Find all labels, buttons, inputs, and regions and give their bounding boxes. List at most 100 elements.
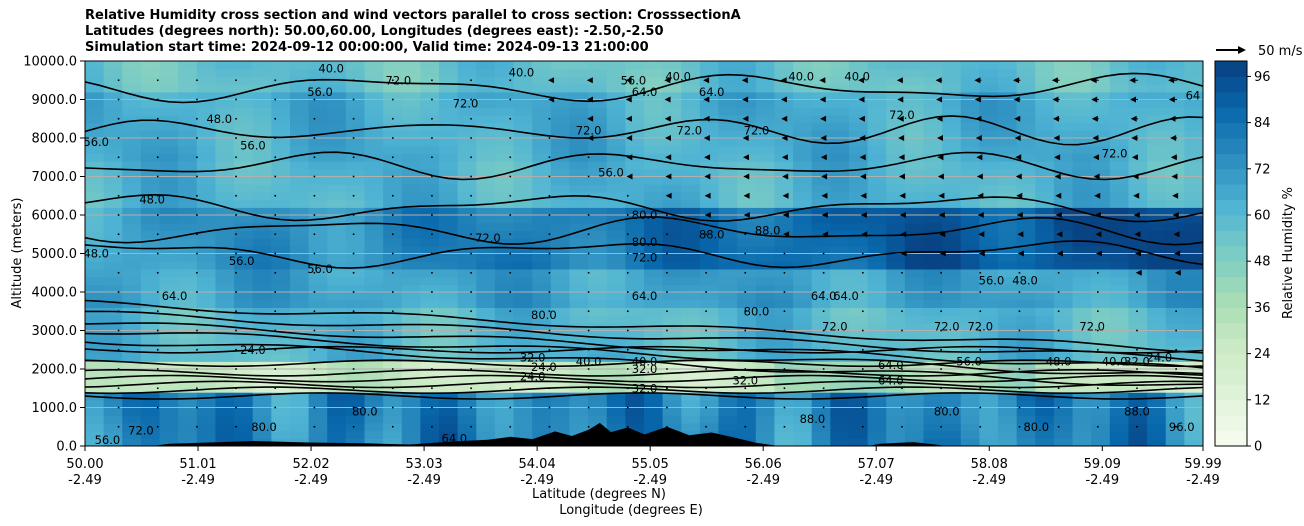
humidity-cell bbox=[178, 138, 198, 147]
humidity-cell bbox=[122, 245, 142, 255]
humidity-cell bbox=[1128, 130, 1148, 139]
humidity-cell bbox=[1109, 238, 1130, 247]
humidity-cell bbox=[140, 353, 161, 362]
humidity-cell bbox=[681, 322, 701, 332]
wind-vector bbox=[666, 271, 668, 274]
contour-label: 24.0 bbox=[240, 343, 266, 357]
wind-vector bbox=[196, 194, 198, 197]
humidity-cell bbox=[1053, 330, 1074, 339]
humidity-cell bbox=[1165, 268, 1185, 278]
humidity-cell bbox=[327, 130, 347, 139]
humidity-cell bbox=[1165, 261, 1185, 270]
humidity-cell bbox=[103, 145, 123, 154]
humidity-cell bbox=[699, 161, 720, 170]
humidity-cell bbox=[103, 215, 123, 224]
humidity-cell bbox=[1165, 238, 1185, 247]
wind-vector bbox=[666, 291, 668, 293]
wind-vector bbox=[705, 348, 707, 351]
wind-vector bbox=[742, 96, 749, 103]
humidity-cell bbox=[774, 84, 794, 93]
wind-vector bbox=[352, 425, 355, 428]
humidity-cell bbox=[644, 253, 664, 262]
humidity-cell bbox=[923, 330, 943, 339]
wind-vector bbox=[117, 98, 120, 101]
humidity-cell bbox=[904, 392, 925, 401]
humidity-cell bbox=[1016, 322, 1036, 332]
humidity-cell bbox=[923, 307, 943, 316]
humidity-cell bbox=[234, 407, 254, 416]
humidity-cell bbox=[85, 168, 105, 178]
humidity-cell bbox=[308, 392, 328, 401]
humidity-cell bbox=[1053, 261, 1074, 270]
wind-vector bbox=[196, 387, 198, 390]
humidity-cell bbox=[998, 345, 1018, 355]
humidity-cell bbox=[178, 130, 198, 139]
humidity-cell bbox=[364, 138, 384, 147]
humidity-cell bbox=[85, 91, 105, 101]
humidity-cell bbox=[979, 268, 999, 278]
humidity-cell bbox=[252, 122, 272, 131]
humidity-cell bbox=[103, 61, 123, 70]
humidity-cell bbox=[289, 353, 310, 362]
humidity-cell bbox=[979, 430, 999, 439]
humidity-cell bbox=[494, 338, 515, 347]
humidity-cell bbox=[476, 315, 496, 324]
humidity-cell bbox=[345, 353, 366, 362]
humidity-cell bbox=[85, 122, 105, 131]
humidity-cell bbox=[1016, 161, 1036, 170]
humidity-cell bbox=[998, 307, 1018, 316]
humidity-cell bbox=[1072, 68, 1092, 77]
humidity-cell bbox=[569, 161, 589, 170]
humidity-cell bbox=[289, 253, 310, 262]
humidity-cell bbox=[252, 268, 272, 278]
contour-label: 72.0 bbox=[475, 231, 501, 245]
humidity-cell bbox=[103, 122, 123, 131]
humidity-cell bbox=[1072, 153, 1092, 162]
humidity-cell bbox=[439, 130, 459, 139]
humidity-cell bbox=[886, 245, 906, 255]
humidity-cell bbox=[494, 422, 515, 432]
wind-vector bbox=[470, 233, 472, 236]
humidity-cell bbox=[867, 253, 887, 262]
wind-vector bbox=[666, 233, 668, 236]
humidity-cell bbox=[1016, 222, 1036, 231]
humidity-cell bbox=[420, 322, 440, 332]
humidity-cell bbox=[159, 61, 179, 70]
humidity-cell bbox=[942, 415, 962, 424]
humidity-cell bbox=[289, 392, 310, 401]
humidity-cell bbox=[420, 245, 440, 255]
humidity-cell bbox=[457, 261, 477, 270]
wind-vector bbox=[391, 214, 394, 216]
humidity-cell bbox=[122, 130, 142, 139]
humidity-cell bbox=[625, 422, 645, 432]
humidity-cell bbox=[215, 345, 235, 355]
humidity-cell bbox=[196, 215, 217, 224]
humidity-cell bbox=[420, 238, 440, 247]
humidity-cell bbox=[103, 292, 123, 301]
y-tick-label: 2000.0 bbox=[32, 363, 78, 378]
humidity-cell bbox=[103, 322, 123, 332]
wind-vector bbox=[587, 194, 590, 197]
wind-vector bbox=[940, 387, 942, 390]
humidity-cell bbox=[718, 430, 738, 439]
humidity-cell bbox=[588, 168, 608, 178]
humidity-cell bbox=[867, 430, 887, 439]
wind-vector bbox=[470, 98, 472, 101]
humidity-cell bbox=[811, 438, 831, 446]
humidity-cell bbox=[960, 184, 980, 193]
contour-label: 56.0 bbox=[229, 254, 255, 268]
humidity-cell bbox=[569, 369, 589, 378]
humidity-cell bbox=[848, 238, 869, 247]
humidity-cell bbox=[159, 99, 179, 108]
humidity-cell bbox=[942, 245, 962, 255]
humidity-cell bbox=[998, 299, 1018, 308]
humidity-cell bbox=[420, 122, 440, 131]
humidity-cell bbox=[457, 330, 477, 339]
humidity-cell bbox=[401, 199, 421, 208]
x-tick-label-lon: -2.49 bbox=[68, 473, 102, 488]
humidity-cell bbox=[942, 153, 962, 162]
humidity-cell bbox=[103, 407, 123, 416]
humidity-cell bbox=[532, 184, 552, 193]
humidity-cell bbox=[271, 68, 291, 77]
